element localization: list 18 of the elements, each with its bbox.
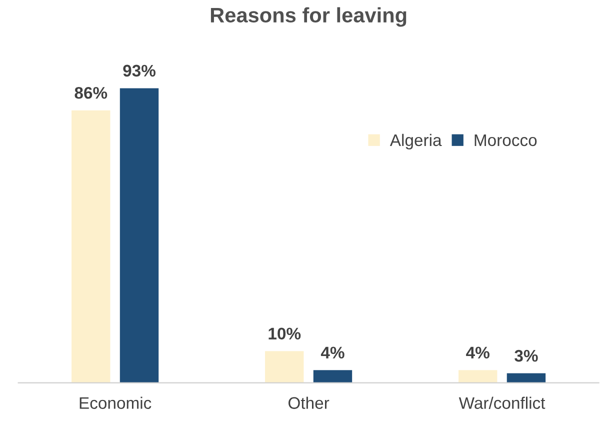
data-label: 4% (320, 346, 344, 358)
data-label: 4% (466, 346, 490, 358)
x-tick-label: Other (288, 396, 330, 409)
bar (120, 88, 159, 383)
data-label: 86% (74, 86, 108, 99)
bar (506, 373, 546, 383)
x-tick-label: Economic (80, 396, 152, 409)
data-label: 10% (268, 328, 301, 340)
bar (313, 370, 352, 383)
x-tick-label: War/conflict (458, 396, 546, 409)
data-label: 93% (123, 64, 156, 77)
chart-title: Reasons for leaving (210, 7, 406, 27)
legend-label: Morocco (474, 134, 537, 146)
legend-label: Algeria (390, 134, 442, 150)
bar (458, 370, 498, 383)
bar (265, 351, 304, 383)
data-label: 3% (514, 350, 538, 362)
bar (72, 110, 110, 383)
